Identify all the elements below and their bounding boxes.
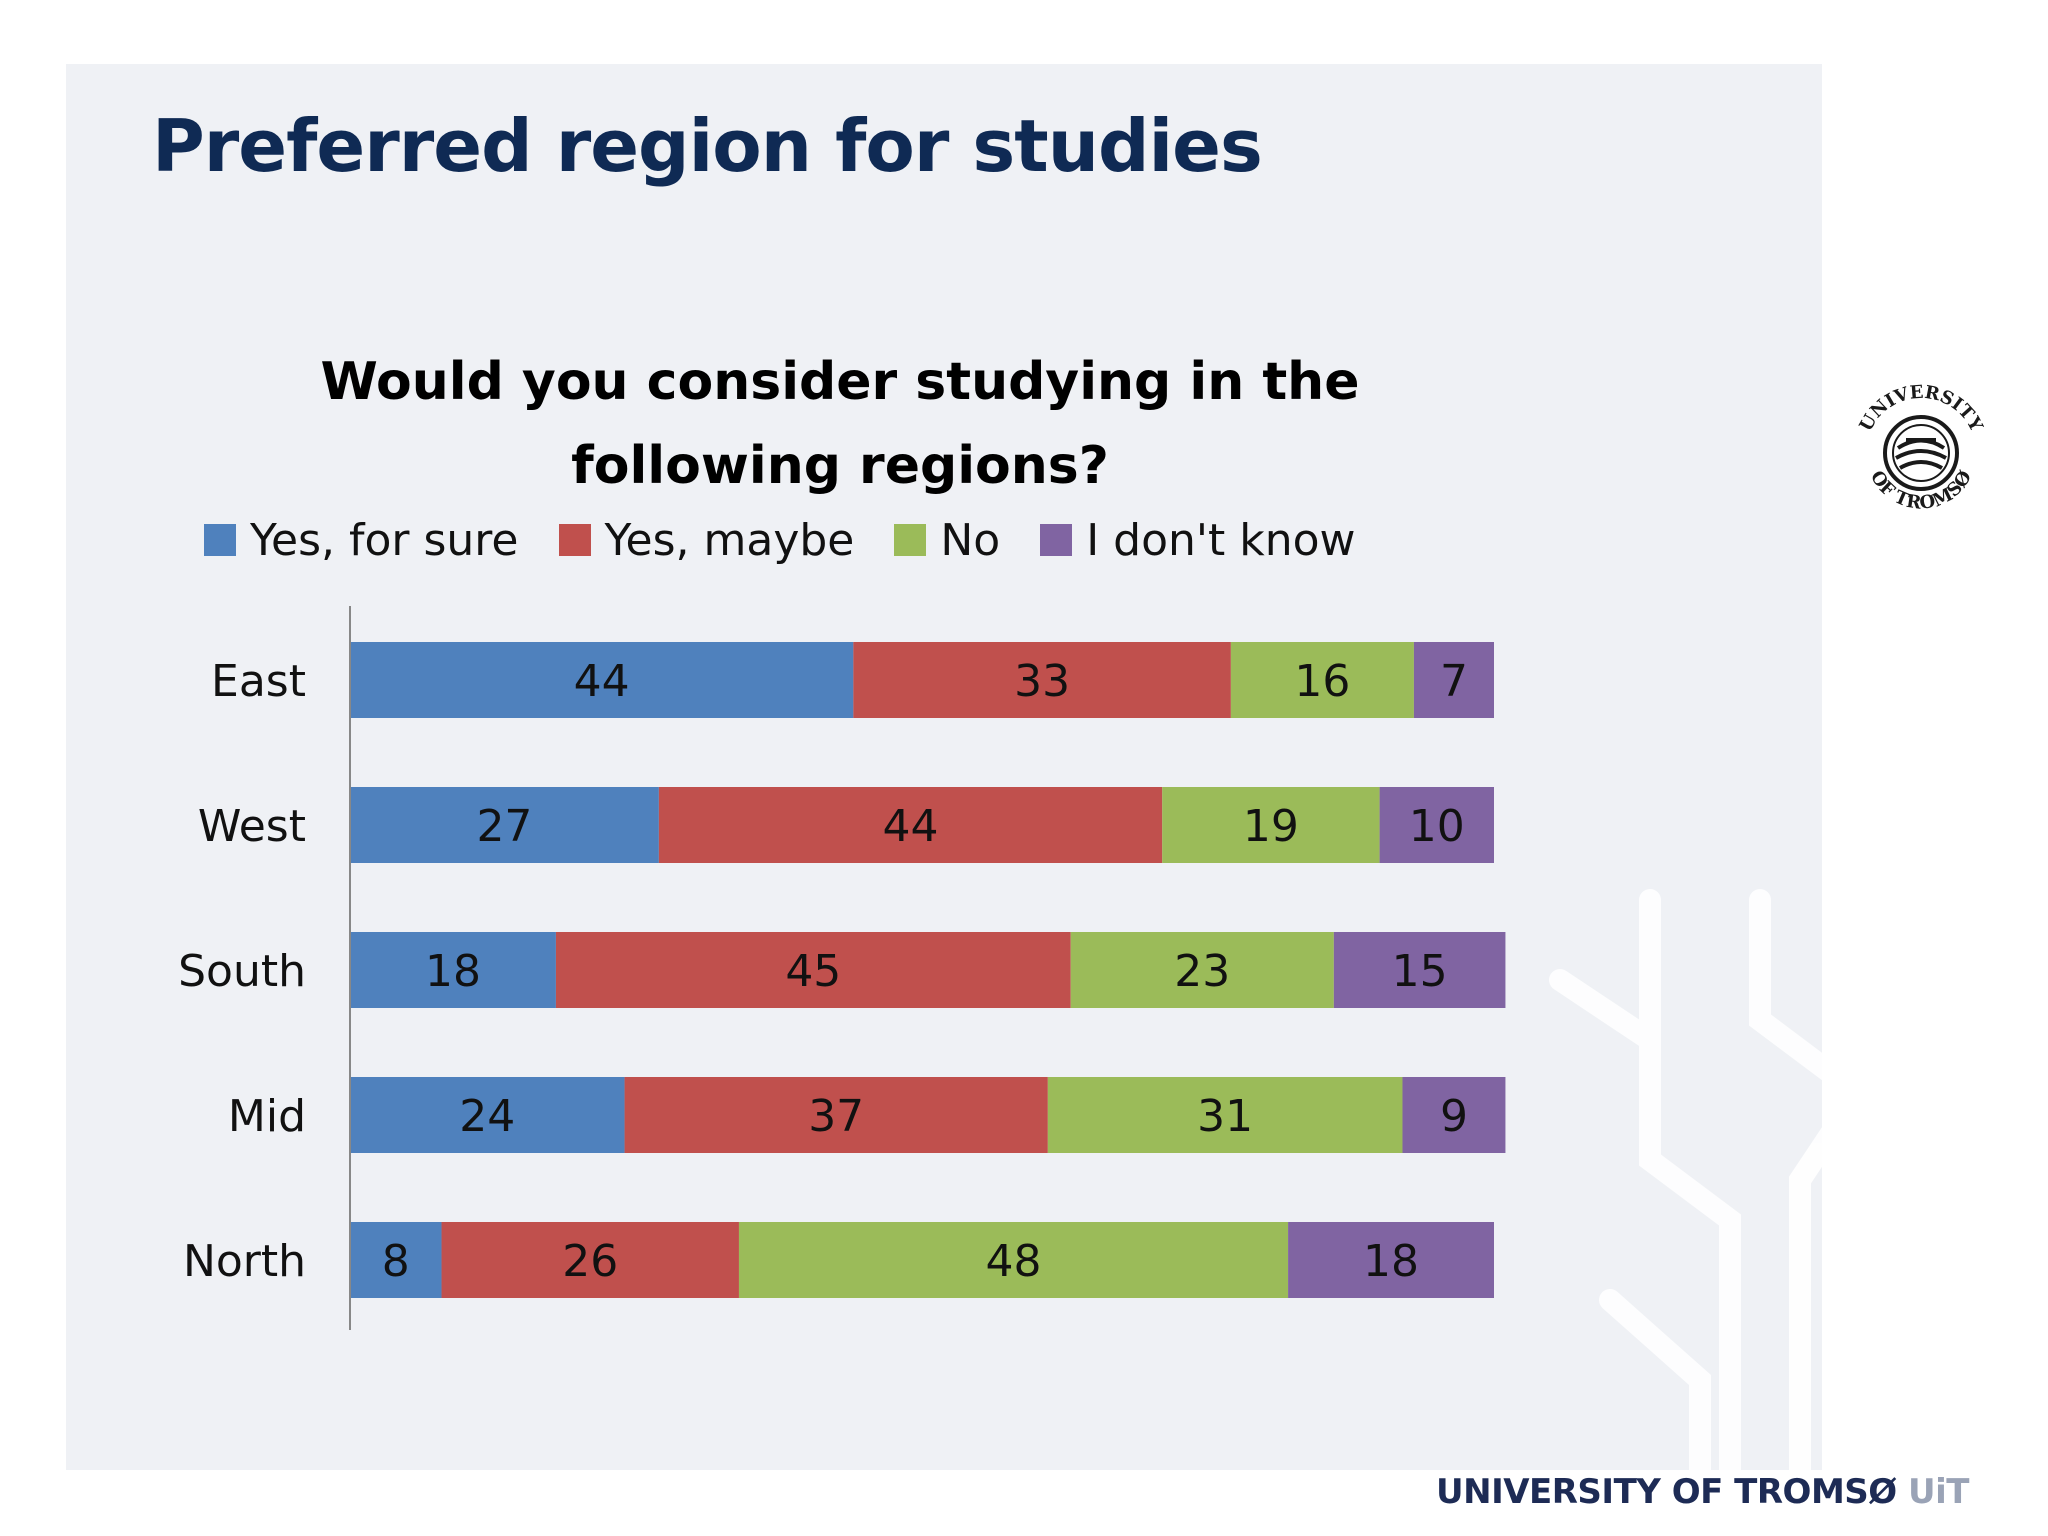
data-label-north-series-2: 48 [986, 1236, 1042, 1287]
category-label-south: South [178, 946, 306, 997]
decorative-tree-graphic [1549, 849, 1941, 1500]
bar-south-series-3 [1333, 932, 1506, 1008]
data-label-mid-series-1: 37 [808, 1091, 864, 1142]
data-label-mid-series-2: 31 [1197, 1091, 1253, 1142]
bar-mid-series-0 [350, 1077, 625, 1153]
data-label-north-series-0: 8 [382, 1236, 410, 1287]
data-label-south-series-2: 23 [1174, 946, 1230, 997]
legend-label-yes-for-sure: Yes, for sure [250, 514, 519, 566]
bar-south-series-2 [1070, 932, 1334, 1008]
legend-swatch-dont-know [1040, 524, 1073, 556]
chart-legend: Yes, for sure Yes, maybe No I don't know [204, 510, 1356, 570]
data-label-east-series-1: 33 [1014, 656, 1070, 707]
bar-west-series-1 [658, 787, 1163, 863]
category-label-east: East [211, 656, 306, 707]
data-label-west-series-1: 44 [883, 801, 939, 852]
footer-university-name: UNIVERSITY OF TROMSØ [1436, 1472, 1897, 1512]
data-label-east-series-3: 7 [1440, 656, 1468, 707]
data-label-south-series-3: 15 [1392, 946, 1448, 997]
data-label-west-series-2: 19 [1243, 801, 1299, 852]
slide-title: Preferred region for studies [152, 104, 1263, 188]
bar-east-series-2 [1230, 642, 1414, 718]
bar-north-series-3 [1288, 1222, 1494, 1298]
data-label-north-series-3: 18 [1363, 1236, 1419, 1287]
data-label-west-series-0: 27 [476, 801, 532, 852]
data-label-south-series-0: 18 [425, 946, 481, 997]
bar-north-series-0 [350, 1222, 442, 1298]
chart-title: Would you consider studying in the follo… [320, 352, 1360, 496]
category-label-mid: Mid [228, 1091, 306, 1142]
bar-east-series-3 [1413, 642, 1494, 718]
bar-south-series-1 [555, 932, 1071, 1008]
bar-north-series-1 [441, 1222, 739, 1298]
data-label-north-series-1: 26 [562, 1236, 618, 1287]
legend-item-dont-know: I don't know [1040, 514, 1356, 566]
legend-swatch-no [894, 524, 927, 556]
bar-mid-series-2 [1047, 1077, 1403, 1153]
university-footer-logo: UNIVERSITY OF TROMSØ UiT [1436, 1472, 1969, 1512]
data-label-mid-series-0: 24 [459, 1091, 515, 1142]
data-label-east-series-2: 16 [1294, 656, 1350, 707]
data-label-south-series-1: 45 [785, 946, 841, 997]
data-label-east-series-0: 44 [574, 656, 630, 707]
footer-uit-abbr: UiT [1908, 1472, 1969, 1512]
bar-east-series-0 [350, 642, 854, 718]
legend-swatch-yes-for-sure [204, 524, 236, 556]
legend-item-yes-maybe: Yes, maybe [558, 514, 855, 566]
data-label-west-series-3: 10 [1409, 801, 1465, 852]
legend-label-no: No [940, 514, 1001, 566]
legend-item-yes-for-sure: Yes, for sure [204, 515, 519, 566]
bar-north-series-2 [738, 1222, 1289, 1298]
data-label-mid-series-3: 9 [1440, 1091, 1468, 1142]
svg-text:UNIVERSITY: UNIVERSITY [1856, 382, 1988, 436]
bar-west-series-0 [350, 787, 659, 863]
seal-text-top: UNIVERSITY [1856, 382, 1988, 436]
legend-swatch-yes-maybe [558, 524, 591, 556]
bar-west-series-3 [1379, 787, 1494, 863]
bar-east-series-1 [853, 642, 1231, 718]
category-label-west: West [198, 801, 306, 852]
bar-south-series-0 [350, 932, 556, 1008]
bar-mid-series-3 [1402, 1077, 1506, 1153]
legend-item-no: No [894, 515, 1000, 566]
category-label-north: North [183, 1236, 306, 1287]
university-seal-logo: UNIVERSITY OF TROMSØ [1856, 382, 1988, 514]
bar-mid-series-1 [624, 1077, 1048, 1153]
legend-label-dont-know: I don't know [1086, 514, 1356, 566]
bar-west-series-2 [1162, 787, 1380, 863]
legend-label-yes-maybe: Yes, maybe [604, 514, 855, 566]
